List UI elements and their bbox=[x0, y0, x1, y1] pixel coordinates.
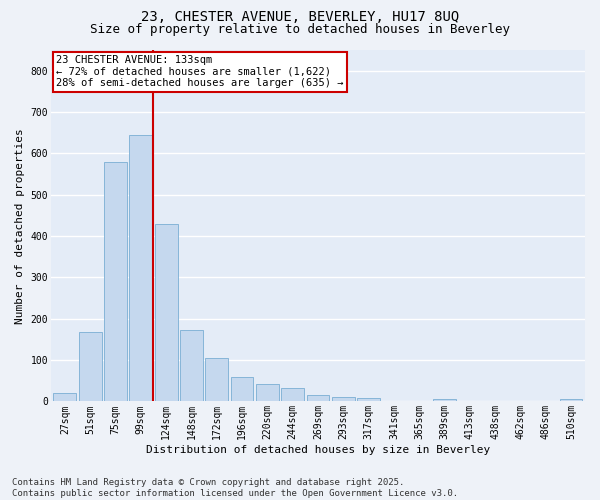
Text: Size of property relative to detached houses in Beverley: Size of property relative to detached ho… bbox=[90, 22, 510, 36]
Bar bbox=[53, 393, 76, 402]
Bar bbox=[230, 378, 253, 402]
Bar bbox=[180, 330, 203, 402]
Text: Contains HM Land Registry data © Crown copyright and database right 2025.
Contai: Contains HM Land Registry data © Crown c… bbox=[12, 478, 458, 498]
Text: 23, CHESTER AVENUE, BEVERLEY, HU17 8UQ: 23, CHESTER AVENUE, BEVERLEY, HU17 8UQ bbox=[141, 10, 459, 24]
Bar bbox=[307, 395, 329, 402]
Bar bbox=[130, 135, 152, 402]
Bar bbox=[205, 358, 228, 402]
Bar bbox=[256, 384, 279, 402]
Bar bbox=[155, 224, 178, 402]
Bar bbox=[79, 332, 101, 402]
Bar bbox=[281, 388, 304, 402]
Bar bbox=[357, 398, 380, 402]
X-axis label: Distribution of detached houses by size in Beverley: Distribution of detached houses by size … bbox=[146, 445, 490, 455]
Bar bbox=[433, 398, 456, 402]
Bar bbox=[104, 162, 127, 402]
Y-axis label: Number of detached properties: Number of detached properties bbox=[15, 128, 25, 324]
Text: 23 CHESTER AVENUE: 133sqm
← 72% of detached houses are smaller (1,622)
28% of se: 23 CHESTER AVENUE: 133sqm ← 72% of detac… bbox=[56, 56, 344, 88]
Bar bbox=[560, 399, 583, 402]
Bar bbox=[332, 397, 355, 402]
